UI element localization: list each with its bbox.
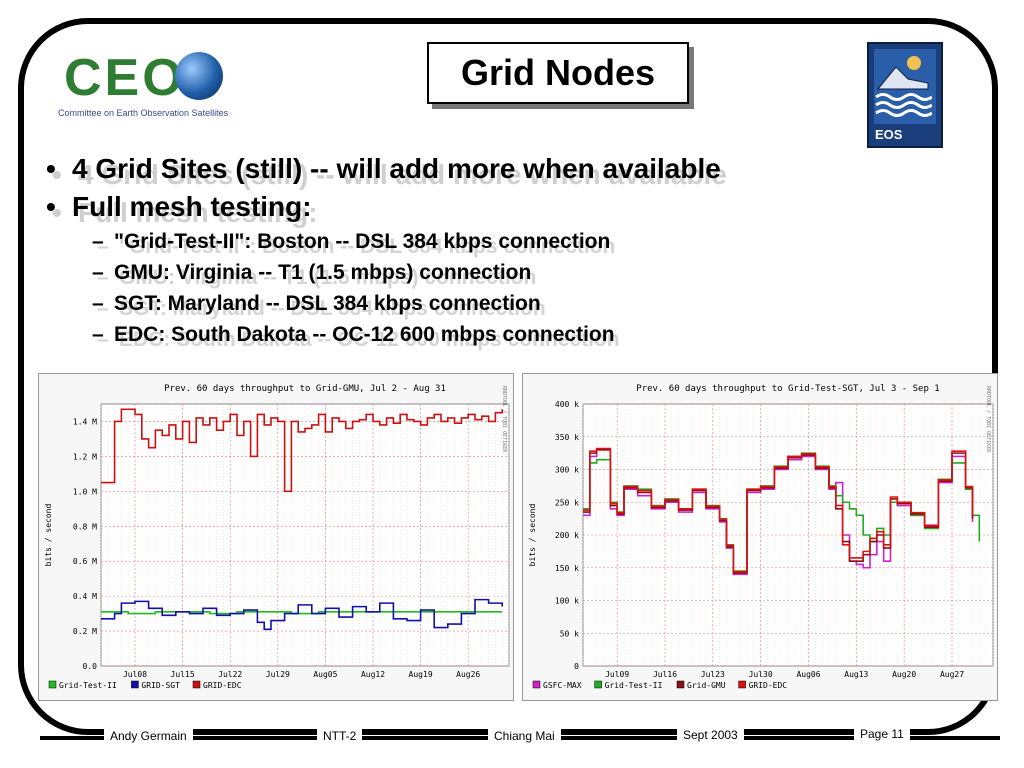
- chart-title: Prev. 60 days throughput to Grid-Test-SG…: [636, 384, 939, 394]
- legend-swatch: [532, 680, 541, 689]
- mountain-wave-icon: [875, 56, 933, 117]
- legend-label: GSFC-MAX: [543, 681, 582, 690]
- bullet-item: • Full mesh testing:: [46, 188, 946, 226]
- x-tick-label: Aug26: [456, 670, 480, 679]
- x-tick-label: Jul30: [749, 670, 773, 679]
- chart-grid-test-sgt-svg: 0 50 k 100 k 150 k 200 k 250 k 300 k 350 k 400 k…: [528, 384, 994, 690]
- bullet-dot-icon: •: [46, 153, 56, 184]
- x-tick-label: Jul29: [266, 670, 290, 679]
- page-title: Grid Nodes: [460, 52, 656, 93]
- legend-label: Grid-Test-II: [605, 681, 663, 690]
- y-tick-label: 0.4 M: [73, 592, 97, 601]
- sub-bullet-item: – "Grid-Test-II": Boston -- DSL 384 kbps …: [46, 226, 946, 257]
- sub-bullet-item: – GMU: Virginia -- T1 (1.5 mbps) connecti…: [46, 257, 946, 288]
- y-tick-label: 1.2 M: [73, 452, 97, 461]
- dash-icon: –: [92, 291, 104, 315]
- sub-bullet-text: GMU: Virginia -- T1 (1.5 mbps) connectio…: [114, 260, 532, 284]
- side-label: RRDTOOL / TOBI OETIKER: [985, 386, 991, 453]
- x-tick-label: Jul15: [171, 670, 195, 679]
- eos-logo-text: EOS: [875, 127, 903, 142]
- y-tick-label: 350 k: [555, 433, 579, 442]
- x-tick-label: Aug13: [844, 670, 868, 679]
- x-tick-label: Aug20: [892, 670, 916, 679]
- y-tick-label: 0.8 M: [73, 522, 97, 531]
- legend-label: GRID-EDC: [749, 681, 788, 690]
- y-tick-label: 400 k: [555, 400, 579, 409]
- dash-icon: –: [92, 322, 104, 346]
- x-tick-label: Jul23: [701, 670, 725, 679]
- bullet-list: • 4 Grid Sites (still) -- will add more w…: [46, 150, 946, 350]
- page-title-box: Grid Nodes: [427, 42, 689, 104]
- y-tick-label: 50 k: [560, 629, 579, 638]
- legend-swatch: [48, 680, 57, 689]
- chart-title: Prev. 60 days throughput to Grid-GMU, Ju…: [164, 384, 446, 394]
- sub-bullet-text: "Grid-Test-II": Boston -- DSL 384 kbps c…: [114, 229, 611, 253]
- y-tick-label: 150 k: [555, 564, 579, 573]
- y-tick-label: 0.2 M: [73, 627, 97, 636]
- footer-date: Sept 2003: [677, 728, 744, 742]
- sub-bullet-item: – EDC: South Dakota -- OC-12 600 mbps con…: [46, 319, 946, 350]
- chart-grid-gmu-svg: 0.0 0.2 M 0.4 M 0.6 M 0.8 M 1.0 M 1.2 M 1.4 M Ju…: [44, 384, 510, 690]
- y-tick-label: 300 k: [555, 466, 579, 475]
- legend-swatch: [676, 680, 685, 689]
- legend-swatch: [594, 680, 602, 689]
- x-tick-label: Jul16: [653, 670, 677, 679]
- eos-logo-artwork: [874, 49, 936, 124]
- bullet-text: 4 Grid Sites (still) -- will add more wh…: [72, 153, 721, 184]
- x-tick-label: Aug06: [796, 670, 820, 679]
- y-axis-label: bits / second: [44, 504, 53, 567]
- plot-area: [100, 403, 510, 667]
- y-tick-label: 0.6 M: [73, 557, 97, 566]
- x-tick-label: Aug19: [409, 670, 433, 679]
- x-tick-label: Jul08: [123, 670, 147, 679]
- bullet-text: Full mesh testing:: [72, 191, 312, 222]
- y-tick-label: 0.0: [83, 662, 98, 671]
- y-axis-label: bits / second: [528, 504, 537, 567]
- series-line: [101, 598, 503, 631]
- eos-logo: EOS: [867, 42, 943, 148]
- footer-page: Page 11: [854, 727, 910, 741]
- y-tick-label: 1.4 M: [73, 417, 97, 426]
- side-label: RRDTOOL / TOBI OETIKER: [501, 386, 507, 453]
- ceos-logo-subtitle: Committee on Earth Observation Satellite…: [58, 108, 229, 118]
- legend-label: GRID-SGT: [141, 681, 180, 690]
- chart-grid-test-sgt: 0 50 k 100 k 150 k 200 k 250 k 300 k 350 k 400 k…: [522, 373, 998, 701]
- legend-swatch: [131, 680, 139, 689]
- x-tick-label: Jul09: [605, 670, 629, 679]
- chart-grid-gmu: 0.0 0.2 M 0.4 M 0.6 M 0.8 M 1.0 M 1.2 M 1.4 M Ju…: [38, 373, 514, 701]
- bullet-dot-icon: •: [46, 191, 56, 222]
- dash-icon: –: [92, 229, 104, 253]
- y-tick-label: 200 k: [555, 531, 579, 540]
- globe-icon: [175, 52, 223, 100]
- y-tick-label: 0: [574, 662, 579, 671]
- series-line: [101, 611, 503, 615]
- bullet-item: • 4 Grid Sites (still) -- will add more w…: [46, 150, 946, 188]
- x-tick-label: Aug05: [313, 670, 337, 679]
- ceos-logo: CEOS Committee on Earth Observation Sate…: [58, 46, 270, 126]
- y-tick-label: 250 k: [555, 498, 579, 507]
- series-line: [583, 449, 974, 576]
- sub-bullet-text: EDC: South Dakota -- OC-12 600 mbps conn…: [114, 322, 615, 346]
- y-tick-label: 100 k: [555, 597, 579, 606]
- footer-location: Chiang Mai: [488, 729, 561, 743]
- series-line: [101, 408, 503, 493]
- legend-label: Grid-GMU: [687, 681, 726, 690]
- legend-label: Grid-Test-II: [59, 681, 117, 690]
- footer-event: NTT-2: [317, 729, 363, 743]
- x-tick-label: Aug12: [361, 670, 385, 679]
- sub-bullet-item: – SGT: Maryland -- DSL 384 kbps connectio…: [46, 288, 946, 319]
- legend-swatch: [738, 680, 746, 689]
- dash-icon: –: [92, 260, 104, 284]
- y-tick-label: 1.0 M: [73, 487, 97, 496]
- legend-swatch: [192, 680, 201, 689]
- x-tick-label: Jul22: [218, 670, 242, 679]
- footer-author: Andy Germain: [104, 729, 193, 743]
- x-tick-label: Aug27: [940, 670, 964, 679]
- sub-bullet-text: SGT: Maryland -- DSL 384 kbps connection: [114, 291, 541, 315]
- legend-label: GRID-EDC: [203, 681, 242, 690]
- series-line: [583, 447, 974, 573]
